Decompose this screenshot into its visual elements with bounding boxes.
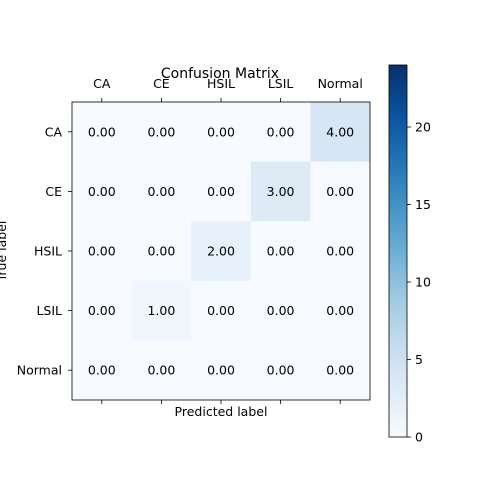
heatmap-cell xyxy=(250,280,311,341)
cell-value-label: 0.00 xyxy=(267,124,295,139)
cell-value-label: 0.00 xyxy=(88,244,116,259)
x-tick-label: HSIL xyxy=(207,76,235,91)
cell-value-label: 0.00 xyxy=(207,363,235,378)
chart-title: Confusion Matrix xyxy=(161,66,279,82)
cell-value-label: 2.00 xyxy=(207,244,235,259)
cell-value-label: 0.00 xyxy=(147,184,175,199)
x-tick-label: Normal xyxy=(318,76,363,91)
heatmap-cell xyxy=(131,102,192,163)
cell-value-label: 0.00 xyxy=(147,124,175,139)
heatmap-cell xyxy=(72,340,133,401)
heatmap-cell xyxy=(131,280,192,341)
cell-value-label: 1.00 xyxy=(147,303,175,318)
cell-value-label: 0.00 xyxy=(88,184,116,199)
cell-value-label: 0.00 xyxy=(326,303,354,318)
heatmap-cell xyxy=(72,102,133,163)
x-tick-label: LSIL xyxy=(268,76,294,91)
heatmap-cell xyxy=(72,221,133,282)
y-tick-label: LSIL xyxy=(36,303,62,318)
heatmap-cells xyxy=(72,102,371,401)
heatmap-cell xyxy=(191,340,252,401)
colorbar-tick-label: 10 xyxy=(415,275,431,290)
cell-value-label: 0.00 xyxy=(207,303,235,318)
heatmap-cell xyxy=(191,102,252,163)
heatmap-cell xyxy=(250,221,311,282)
heatmap-cell xyxy=(250,161,311,222)
heatmap-cell xyxy=(310,221,371,282)
cell-value-label: 0.00 xyxy=(88,363,116,378)
colorbar-ticks: 0 5 10 15 20 xyxy=(407,120,431,445)
heatmap-cell xyxy=(250,340,311,401)
cell-value-label: 0.00 xyxy=(147,244,175,259)
heatmap-cell xyxy=(310,161,371,222)
heatmap-cell xyxy=(72,161,133,222)
colorbar-tick-label: 0 xyxy=(415,430,423,445)
heatmap-cell xyxy=(191,161,252,222)
cell-value-label: 0.00 xyxy=(267,363,295,378)
cell-value-label: 3.00 xyxy=(267,184,295,199)
cell-value-label: 0.00 xyxy=(88,303,116,318)
heatmap-cell xyxy=(310,340,371,401)
cell-value-label: 4.00 xyxy=(326,124,354,139)
cell-value-label: 0.00 xyxy=(88,124,116,139)
heatmap-cell xyxy=(131,221,192,282)
y-tick-label: HSIL xyxy=(34,244,62,259)
colorbar-tick-label: 15 xyxy=(415,197,431,212)
colorbar xyxy=(388,64,408,438)
x-axis-ticks: CA CE HSIL LSIL Normal xyxy=(93,76,363,404)
cell-value-label: 0.00 xyxy=(207,184,235,199)
colorbar-tick-label: 5 xyxy=(415,352,423,367)
y-tick-label: Normal xyxy=(17,363,62,378)
heatmap-cell xyxy=(191,280,252,341)
y-axis-label: True label xyxy=(0,221,9,283)
cell-value-label: 0.00 xyxy=(326,363,354,378)
y-tick-label: CE xyxy=(45,184,62,199)
cell-value-label: 0.00 xyxy=(326,184,354,199)
cell-value-label: 0.00 xyxy=(326,244,354,259)
heatmap-cell xyxy=(310,280,371,341)
x-axis-label: Predicted label xyxy=(175,404,268,419)
cell-value-label: 0.00 xyxy=(267,303,295,318)
x-tick-label: CA xyxy=(93,76,111,91)
heatmap-cell xyxy=(131,161,192,222)
heatmap-cell xyxy=(250,102,311,163)
cell-value-label: 0.00 xyxy=(147,363,175,378)
y-tick-label: CA xyxy=(45,124,63,139)
heatmap-cell xyxy=(191,221,252,282)
y-axis-ticks: CA CE HSIL LSIL Normal xyxy=(17,124,72,378)
heatmap-cell-labels: 0.00 0.00 0.00 0.00 4.00 0.00 0.00 0.00 3.00 0.00… xyxy=(88,124,354,377)
cell-value-label: 0.00 xyxy=(267,244,295,259)
heatmap-cell xyxy=(72,280,133,341)
heatmap-cell xyxy=(310,102,371,163)
cell-value-label: 0.00 xyxy=(207,124,235,139)
heatmap-cell xyxy=(131,340,192,401)
x-tick-label: CE xyxy=(153,76,170,91)
colorbar-tick-label: 20 xyxy=(415,120,431,135)
